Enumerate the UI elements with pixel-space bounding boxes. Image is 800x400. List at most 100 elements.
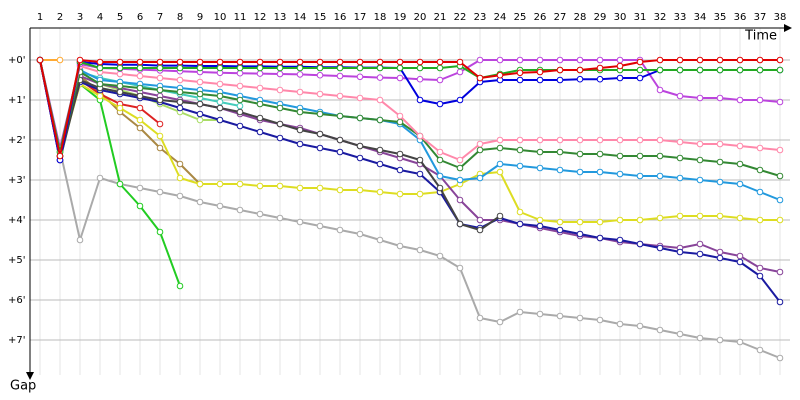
data-point (416, 75, 424, 83)
x-axis-title: Time (744, 29, 777, 44)
y-tick-label: +0' (8, 55, 26, 66)
data-point (396, 112, 404, 120)
data-point (396, 190, 404, 198)
data-point (136, 58, 144, 66)
data-point (756, 346, 764, 354)
data-point (636, 240, 644, 248)
data-point (396, 150, 404, 158)
data-point (436, 148, 444, 156)
y-tick-label: +7' (8, 335, 26, 346)
data-point (336, 58, 344, 66)
data-point (776, 98, 784, 106)
data-point (296, 218, 304, 226)
data-point (136, 84, 144, 92)
data-point (736, 96, 744, 104)
data-point (696, 140, 704, 148)
data-point (576, 230, 584, 238)
data-point (356, 58, 364, 66)
data-point (596, 168, 604, 176)
data-point (116, 88, 124, 96)
data-point (756, 216, 764, 224)
x-tick-label: 32 (654, 12, 667, 23)
data-point (636, 152, 644, 160)
grid (30, 28, 790, 375)
data-point (236, 96, 244, 104)
x-tick-label: 28 (574, 12, 587, 23)
data-point (656, 244, 664, 252)
data-point (136, 202, 144, 210)
data-point (676, 138, 684, 146)
data-point (236, 58, 244, 66)
data-point (696, 334, 704, 342)
data-point (476, 216, 484, 224)
data-point (116, 64, 124, 72)
data-point (676, 154, 684, 162)
data-point (496, 318, 504, 326)
data-point (556, 76, 564, 84)
data-point (276, 58, 284, 66)
x-tick-label: 31 (634, 12, 647, 23)
data-point (116, 104, 124, 112)
data-point (216, 80, 224, 88)
x-tick-label: 13 (274, 12, 287, 23)
data-point (376, 64, 384, 72)
data-point (496, 136, 504, 144)
x-tick-label: 15 (314, 12, 327, 23)
data-point (556, 136, 564, 144)
data-point (276, 182, 284, 190)
data-point (756, 264, 764, 272)
data-point (716, 140, 724, 148)
y-tick-label: +2' (8, 135, 26, 146)
series-line (39, 59, 501, 231)
data-point (676, 92, 684, 100)
data-point (136, 184, 144, 192)
data-point (776, 56, 784, 64)
data-point (616, 236, 624, 244)
x-tick-label: 16 (334, 12, 347, 23)
data-point (516, 162, 524, 170)
series-line (39, 59, 781, 303)
data-point (216, 104, 224, 112)
data-point (376, 116, 384, 124)
x-tick-label: 6 (137, 12, 143, 23)
data-point (656, 214, 664, 222)
data-point (656, 152, 664, 160)
data-point (176, 76, 184, 84)
data-point (616, 136, 624, 144)
data-point (476, 140, 484, 148)
data-point (256, 70, 264, 77)
x-tick-label: 21 (434, 12, 447, 23)
data-point (256, 210, 264, 218)
data-point (656, 326, 664, 334)
data-point (376, 146, 384, 154)
data-point (416, 96, 424, 104)
data-point (756, 96, 764, 104)
data-point (676, 212, 684, 220)
data-point (376, 236, 384, 244)
data-point (536, 216, 544, 224)
data-point (196, 180, 204, 188)
data-point (716, 212, 724, 220)
series-line (39, 59, 780, 161)
data-point (356, 142, 364, 150)
data-point (656, 66, 664, 74)
data-point (496, 160, 504, 168)
data-point (256, 64, 264, 72)
data-point (56, 152, 64, 160)
data-point (376, 188, 384, 196)
data-point (716, 56, 724, 64)
data-point (456, 264, 464, 272)
data-point (576, 136, 584, 144)
data-point (316, 144, 324, 152)
x-tick-label: 11 (234, 12, 247, 23)
data-point (196, 90, 204, 98)
x-tick-label: 24 (494, 12, 507, 23)
data-point (336, 226, 344, 234)
data-point (756, 188, 764, 196)
data-point (356, 186, 364, 194)
data-point (416, 170, 424, 178)
series-line (39, 59, 781, 149)
x-tick-label: 23 (474, 12, 487, 23)
data-point (536, 56, 544, 64)
data-point (696, 156, 704, 164)
